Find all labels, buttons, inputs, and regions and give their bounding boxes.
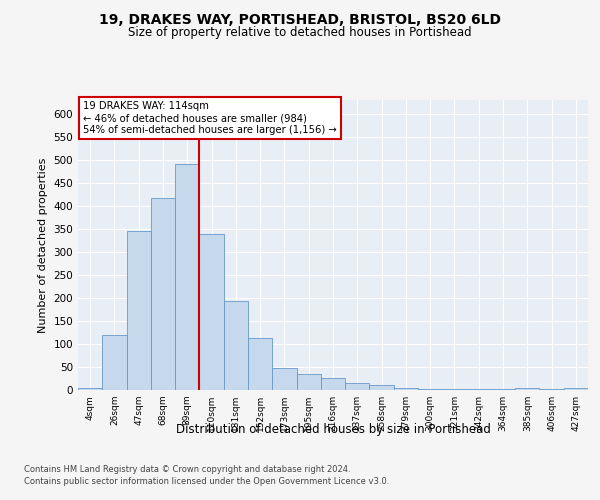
- Bar: [418, 388, 442, 390]
- Bar: [248, 338, 272, 390]
- Text: Contains HM Land Registry data © Crown copyright and database right 2024.: Contains HM Land Registry data © Crown c…: [24, 465, 350, 474]
- Bar: [127, 231, 151, 390]
- Text: Size of property relative to detached houses in Portishead: Size of property relative to detached ho…: [128, 26, 472, 39]
- Bar: [102, 335, 127, 390]
- Bar: [175, 164, 199, 390]
- Bar: [394, 388, 418, 390]
- Bar: [467, 389, 491, 390]
- Bar: [564, 388, 588, 390]
- Bar: [370, 386, 394, 390]
- Bar: [78, 388, 102, 390]
- Text: Distribution of detached houses by size in Portishead: Distribution of detached houses by size …: [176, 422, 490, 436]
- Text: Contains public sector information licensed under the Open Government Licence v3: Contains public sector information licen…: [24, 478, 389, 486]
- Bar: [224, 301, 248, 390]
- Bar: [199, 234, 224, 390]
- Bar: [151, 198, 175, 390]
- Bar: [272, 368, 296, 390]
- Text: 19 DRAKES WAY: 114sqm
← 46% of detached houses are smaller (984)
54% of semi-det: 19 DRAKES WAY: 114sqm ← 46% of detached …: [83, 102, 337, 134]
- Bar: [515, 388, 539, 390]
- Bar: [296, 374, 321, 390]
- Bar: [345, 383, 370, 390]
- Bar: [442, 388, 467, 390]
- Y-axis label: Number of detached properties: Number of detached properties: [38, 158, 48, 332]
- Bar: [491, 389, 515, 390]
- Text: 19, DRAKES WAY, PORTISHEAD, BRISTOL, BS20 6LD: 19, DRAKES WAY, PORTISHEAD, BRISTOL, BS2…: [99, 12, 501, 26]
- Bar: [321, 378, 345, 390]
- Bar: [539, 389, 564, 390]
